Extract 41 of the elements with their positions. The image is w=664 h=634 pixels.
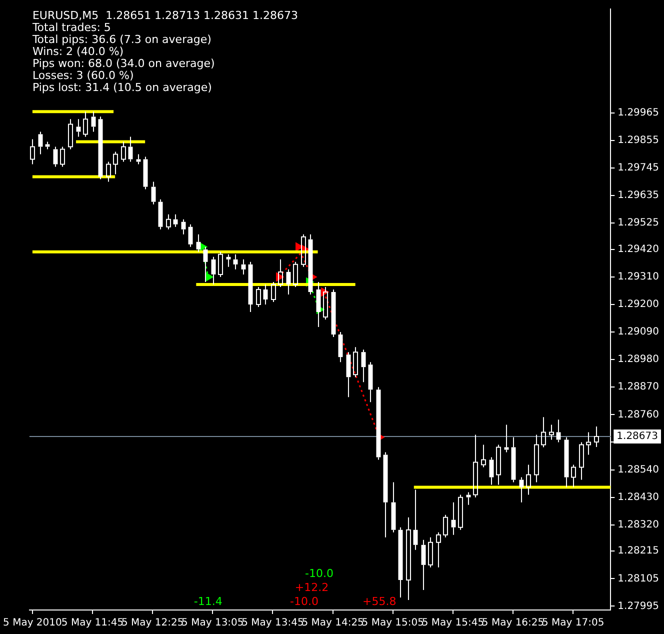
y-tick-label: 1.28215: [618, 546, 660, 557]
x-tick-label: 5 May 16:25: [482, 618, 544, 629]
y-tick-label: 1.28540: [618, 464, 660, 476]
y-tick-label: 1.28980: [618, 354, 660, 366]
y-tick-label: 1.29200: [618, 299, 660, 310]
y-tick-label: 1.29635: [618, 190, 660, 202]
y-tick-label: 1.29745: [618, 162, 660, 174]
annotation: -10.0: [290, 594, 319, 608]
y-tick-label: 1.29310: [618, 272, 660, 283]
y-tick-label: 1.29420: [618, 244, 660, 255]
y-tick-label: 1.28320: [618, 519, 660, 530]
annotation: -10.0: [305, 566, 334, 580]
x-tick-label: 5 May 11:45: [61, 618, 124, 629]
annotation: +12.2: [294, 580, 329, 594]
annotation: Pips lost: 31.4 (10.5 on average): [32, 80, 212, 94]
y-tick-label: 1.28760: [618, 409, 660, 420]
x-tick-label: 5 May 15:45: [422, 618, 484, 629]
y-tick-label: 1.29090: [618, 326, 660, 338]
annotation: Total trades: 5: [31, 20, 111, 34]
y-tick-label: 1.29855: [618, 135, 660, 146]
y-tick-label: 1.29525: [618, 218, 660, 229]
annotation: +55.8: [362, 594, 396, 608]
annotation: Pips won: 68.0 (34.0 on average): [32, 56, 215, 70]
y-tick-label: 1.28430: [618, 492, 660, 503]
y-tick-label: 1.27995: [618, 600, 660, 612]
y-tick-label: 1.28870: [618, 382, 660, 393]
x-tick-label: 5 May 13:05: [182, 618, 244, 629]
ref-line-label: 1.28673: [616, 431, 658, 442]
x-tick-label: 5 May 17:05: [542, 618, 604, 629]
annotation: Wins: 2 (40.0 %): [32, 44, 124, 58]
x-tick-label: 5 May 15:05: [362, 618, 424, 629]
annotation: Total pips: 36.6 (7.3 on average): [31, 32, 212, 46]
y-tick-label: 1.29965: [618, 108, 660, 119]
x-tick-label: 5 May 13:45: [242, 618, 304, 629]
y-tick-label: 1.28105: [618, 573, 660, 584]
chart-title: EURUSD,M5 1.28651 1.28713 1.28631 1.28673: [32, 8, 298, 22]
annotation: Losses: 3 (60.0 %): [32, 68, 134, 82]
x-tick-label: 5 May 14:25: [302, 618, 364, 629]
x-tick-label: 5 May 2010: [3, 618, 62, 629]
annotation: -11.4: [194, 594, 222, 608]
x-tick-label: 5 May 12:25: [121, 618, 184, 629]
